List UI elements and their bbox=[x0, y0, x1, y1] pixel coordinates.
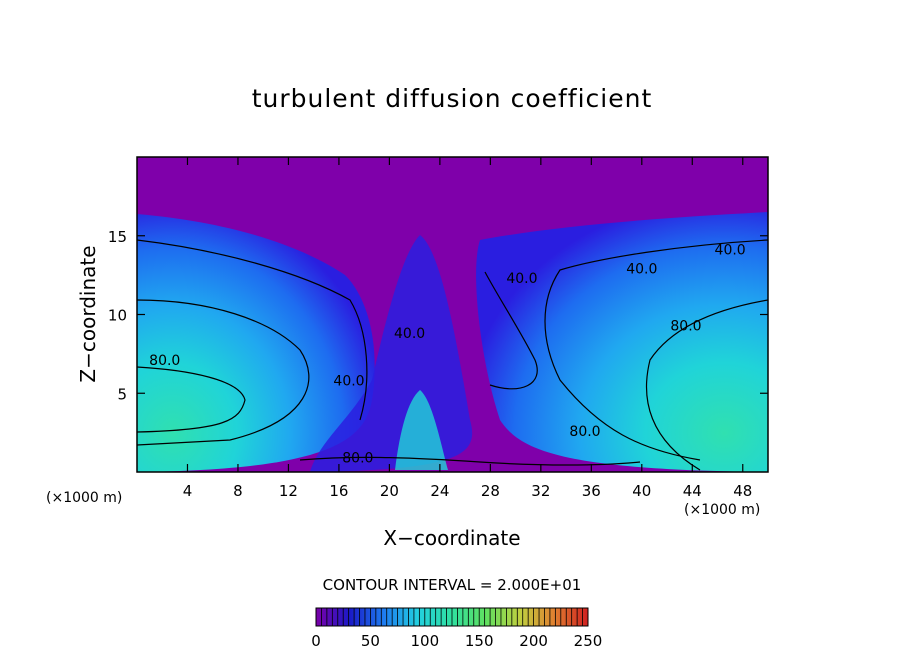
colorbar-tick-label: 0 bbox=[311, 632, 321, 650]
x-unit-label-left: (×1000 m) bbox=[46, 490, 123, 506]
contour-line bbox=[544, 239, 768, 461]
colorbar-tick-label: 250 bbox=[573, 632, 603, 650]
x-axis: 4 8 12 16 20 24 28 32 36 40 44 48 bbox=[183, 157, 752, 500]
field-right-vortex bbox=[476, 212, 768, 472]
contour-label: 80.0 bbox=[569, 424, 600, 440]
colorbar-tick-label: 150 bbox=[464, 632, 494, 650]
x-unit-label-right: (×1000 m) bbox=[684, 502, 761, 518]
x-tick-label: 36 bbox=[582, 482, 601, 500]
contour-label: 40.0 bbox=[333, 373, 364, 389]
contour-label: 80.0 bbox=[149, 353, 180, 369]
contour-label: 80.0 bbox=[342, 451, 373, 467]
x-tick-label: 20 bbox=[380, 482, 399, 500]
x-tick-label: 4 bbox=[183, 482, 193, 500]
x-tick-label: 40 bbox=[632, 482, 651, 500]
y-tick-label: 5 bbox=[117, 385, 127, 403]
y-tick-label: 15 bbox=[108, 228, 127, 246]
contour-line bbox=[137, 239, 368, 421]
heatmap-field bbox=[137, 157, 768, 472]
x-tick-label: 24 bbox=[430, 482, 449, 500]
y-tick-label: 10 bbox=[108, 307, 127, 325]
colorbar-stripes bbox=[321, 608, 583, 626]
contour-label: 40.0 bbox=[626, 262, 657, 278]
chart-title: turbulent diffusion coefficient bbox=[251, 84, 653, 113]
contour-labels: 80.0 40.0 80.0 40.0 40.0 40.0 40.0 80.0 80.0 bbox=[149, 243, 746, 467]
y-axis-label: Z−coordinate bbox=[76, 245, 100, 383]
contour-interval-label: CONTOUR INTERVAL = 2.000E+01 bbox=[322, 576, 582, 594]
contour-label: 40.0 bbox=[715, 243, 746, 259]
contour-line bbox=[645, 299, 768, 471]
x-tick-label: 48 bbox=[733, 482, 752, 500]
contour-label: 40.0 bbox=[506, 271, 537, 287]
field-left-vortex bbox=[137, 214, 375, 472]
y-axis: 5 10 15 bbox=[108, 228, 768, 403]
x-axis-label: X−coordinate bbox=[383, 526, 521, 550]
x-tick-label: 44 bbox=[683, 482, 702, 500]
contour-line bbox=[484, 271, 538, 390]
colorbar-tick-label: 100 bbox=[410, 632, 440, 650]
contour-label: 40.0 bbox=[394, 326, 425, 342]
contour-line bbox=[137, 299, 310, 446]
x-tick-label: 28 bbox=[481, 482, 500, 500]
x-tick-label: 16 bbox=[329, 482, 348, 500]
field-center-cyan bbox=[395, 390, 448, 470]
contour-label: 80.0 bbox=[670, 318, 701, 334]
x-tick-label: 8 bbox=[233, 482, 243, 500]
x-tick-label: 12 bbox=[279, 482, 298, 500]
x-tick-label: 32 bbox=[531, 482, 550, 500]
contour-line bbox=[299, 456, 641, 466]
colorbar-frame bbox=[315, 607, 589, 627]
colorbar-tick-label: 200 bbox=[519, 632, 548, 650]
contour-line bbox=[137, 366, 246, 433]
colorbar-tick-label: 50 bbox=[360, 632, 380, 650]
